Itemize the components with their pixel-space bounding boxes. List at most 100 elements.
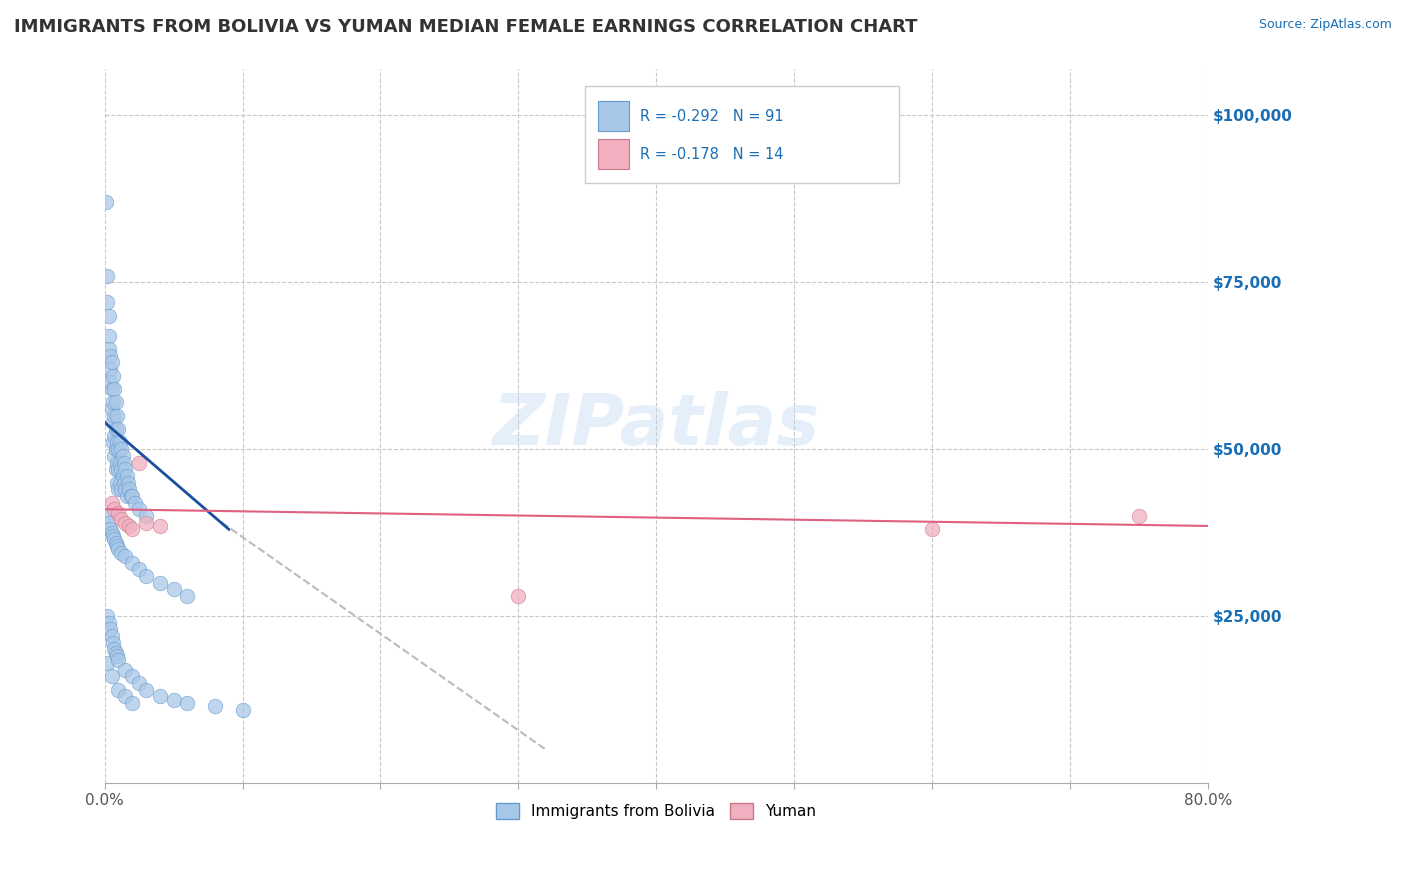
Point bbox=[121, 522, 143, 536]
Point bbox=[97, 516, 120, 530]
Point bbox=[97, 309, 120, 323]
Point bbox=[176, 589, 198, 603]
Point bbox=[107, 652, 129, 666]
Point bbox=[115, 468, 138, 483]
Point bbox=[103, 502, 125, 516]
Point bbox=[105, 649, 128, 664]
Point bbox=[100, 495, 122, 509]
Point bbox=[98, 362, 121, 376]
Point bbox=[107, 682, 129, 697]
Point bbox=[98, 522, 121, 536]
Point bbox=[103, 533, 125, 547]
Point bbox=[135, 516, 157, 530]
Point bbox=[100, 355, 122, 369]
Point bbox=[111, 449, 134, 463]
Point bbox=[104, 422, 127, 436]
Point bbox=[100, 669, 122, 683]
Point bbox=[110, 512, 132, 526]
Point bbox=[103, 382, 125, 396]
Point bbox=[101, 529, 124, 543]
Text: IMMIGRANTS FROM BOLIVIA VS YUMAN MEDIAN FEMALE EARNINGS CORRELATION CHART: IMMIGRANTS FROM BOLIVIA VS YUMAN MEDIAN … bbox=[14, 18, 918, 36]
Point bbox=[120, 489, 142, 503]
Point bbox=[101, 395, 124, 409]
Point bbox=[101, 636, 124, 650]
Point bbox=[162, 582, 184, 597]
Point bbox=[114, 549, 136, 563]
Point bbox=[101, 435, 124, 450]
Bar bbox=[598, 102, 628, 131]
Text: Source: ZipAtlas.com: Source: ZipAtlas.com bbox=[1258, 18, 1392, 31]
Point bbox=[176, 696, 198, 710]
Point bbox=[110, 546, 132, 560]
Point bbox=[105, 539, 128, 553]
Point bbox=[149, 519, 172, 533]
Text: R = -0.178   N = 14: R = -0.178 N = 14 bbox=[640, 147, 783, 161]
Point bbox=[103, 429, 125, 443]
Point bbox=[118, 519, 141, 533]
Point bbox=[121, 696, 143, 710]
Point bbox=[108, 435, 131, 450]
Point bbox=[135, 508, 157, 523]
Point bbox=[97, 342, 120, 356]
Point bbox=[107, 542, 129, 557]
Point bbox=[104, 646, 127, 660]
FancyBboxPatch shape bbox=[585, 87, 898, 183]
Point bbox=[98, 623, 121, 637]
Point bbox=[98, 349, 121, 363]
Point bbox=[96, 656, 118, 670]
Point bbox=[103, 449, 125, 463]
Point bbox=[128, 562, 150, 576]
Point bbox=[96, 609, 118, 624]
Point bbox=[121, 669, 143, 683]
Point bbox=[121, 556, 143, 570]
Point bbox=[94, 195, 117, 210]
Point bbox=[100, 629, 122, 643]
Point bbox=[128, 456, 150, 470]
Point bbox=[508, 589, 530, 603]
Point bbox=[204, 699, 226, 714]
Point bbox=[101, 416, 124, 430]
Point bbox=[232, 702, 254, 716]
Point bbox=[110, 462, 132, 476]
Point bbox=[111, 468, 134, 483]
Point bbox=[100, 402, 122, 417]
Point bbox=[128, 502, 150, 516]
Point bbox=[110, 482, 132, 496]
Point bbox=[921, 522, 943, 536]
Point bbox=[1128, 508, 1150, 523]
Point bbox=[107, 422, 129, 436]
Text: ZIPatlas: ZIPatlas bbox=[492, 392, 820, 460]
Point bbox=[112, 456, 135, 470]
Point bbox=[135, 569, 157, 583]
Point bbox=[105, 456, 128, 470]
Point bbox=[104, 462, 127, 476]
Point bbox=[114, 482, 136, 496]
Legend: Immigrants from Bolivia, Yuman: Immigrants from Bolivia, Yuman bbox=[489, 797, 823, 825]
Point bbox=[108, 456, 131, 470]
Point bbox=[128, 676, 150, 690]
Point bbox=[101, 368, 124, 383]
Point bbox=[98, 376, 121, 390]
Point bbox=[112, 475, 135, 490]
Point bbox=[105, 475, 128, 490]
Point bbox=[107, 506, 129, 520]
Point bbox=[135, 682, 157, 697]
Point bbox=[105, 435, 128, 450]
Point bbox=[100, 382, 122, 396]
Point bbox=[115, 489, 138, 503]
Point bbox=[149, 690, 172, 704]
Text: R = -0.292   N = 91: R = -0.292 N = 91 bbox=[640, 109, 783, 124]
Point bbox=[124, 495, 146, 509]
Bar bbox=[598, 139, 628, 169]
Point bbox=[104, 442, 127, 457]
Point bbox=[114, 462, 136, 476]
Point bbox=[103, 409, 125, 423]
Point bbox=[114, 690, 136, 704]
Point bbox=[104, 535, 127, 549]
Point bbox=[121, 489, 143, 503]
Point bbox=[96, 268, 118, 283]
Point bbox=[96, 295, 118, 310]
Point bbox=[114, 516, 136, 530]
Point bbox=[97, 615, 120, 630]
Point bbox=[100, 525, 122, 540]
